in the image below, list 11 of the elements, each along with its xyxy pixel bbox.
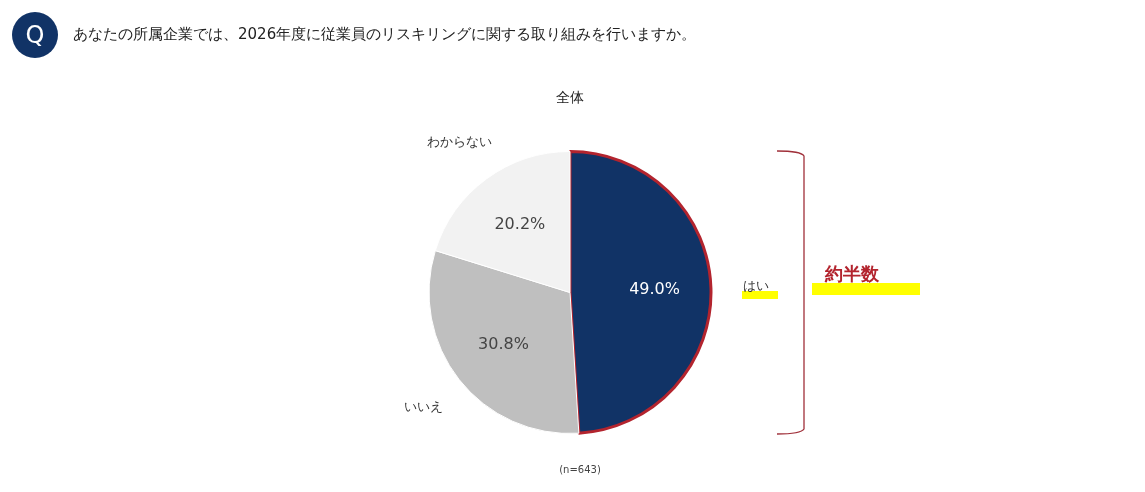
text: (n=643) — [558, 464, 602, 475]
slice-label: いいえ — [404, 398, 444, 414]
slice-label: わからない — [427, 134, 493, 150]
chart-subtitle: 全体 — [555, 89, 585, 107]
data-label: 30.8% — [478, 333, 529, 353]
data-label: 20.2% — [494, 213, 546, 233]
text: Q — [25, 21, 45, 49]
slice-label: はい — [742, 278, 769, 294]
chart-title: あなたの所属企業では、2026年度に従業員のリスキリングに関する取り組みを行いますか。 — [73, 25, 697, 44]
data-label: 49.0% — [629, 279, 680, 298]
text: 約半数 — [825, 262, 879, 286]
